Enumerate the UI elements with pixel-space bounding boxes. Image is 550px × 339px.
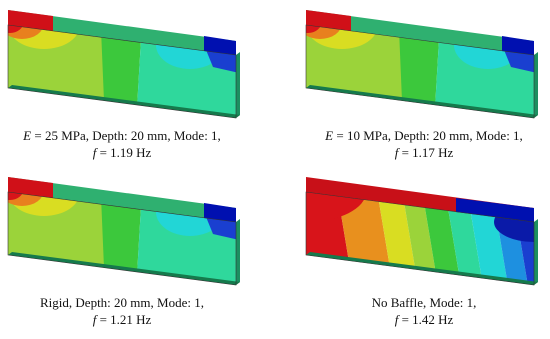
top-face bbox=[306, 10, 351, 31]
caption-text: = 25 MPa, Depth: 20 mm, Mode: 1, bbox=[31, 128, 221, 143]
caption-text: f bbox=[93, 312, 99, 327]
band bbox=[100, 192, 143, 285]
caption-text: E bbox=[324, 128, 333, 143]
top-face bbox=[502, 36, 534, 55]
mode-shape bbox=[305, 177, 538, 286]
top-face bbox=[8, 10, 236, 55]
top-face bbox=[204, 36, 236, 55]
caption-text: E bbox=[22, 128, 31, 143]
caption-text: Rigid, Depth: 20 mm, Mode: 1, bbox=[40, 295, 204, 310]
top-face bbox=[204, 203, 236, 222]
caption-line: No Baffle, Mode: 1, bbox=[372, 295, 477, 310]
bottom-edge bbox=[306, 252, 538, 285]
contour bbox=[306, 25, 534, 118]
caption-text: = 1.17 Hz bbox=[398, 145, 453, 160]
caption-text: = 1.19 Hz bbox=[96, 145, 151, 160]
caption-text: f bbox=[395, 312, 401, 327]
top-face bbox=[8, 10, 53, 31]
bottom-edge bbox=[306, 85, 538, 118]
caption-line: f = 1.17 Hz bbox=[395, 145, 454, 160]
caption-line: f = 1.42 Hz bbox=[395, 312, 454, 327]
top-face bbox=[8, 177, 53, 198]
caption-text: f bbox=[93, 145, 99, 160]
bottom-edge bbox=[8, 85, 240, 118]
top-face bbox=[8, 177, 236, 222]
caption-text: = 10 MPa, Depth: 20 mm, Mode: 1, bbox=[333, 128, 523, 143]
caption-line: f = 1.19 Hz bbox=[93, 145, 152, 160]
caption-line: E = 25 MPa, Depth: 20 mm, Mode: 1, bbox=[22, 128, 221, 143]
band bbox=[306, 25, 322, 33]
caption-text: f bbox=[395, 145, 401, 160]
band bbox=[398, 25, 441, 118]
contour bbox=[306, 192, 534, 285]
top-face bbox=[456, 198, 534, 222]
top-face bbox=[306, 10, 534, 55]
side-face bbox=[534, 219, 538, 285]
caption-line: f = 1.21 Hz bbox=[93, 312, 152, 327]
caption-line: E = 10 MPa, Depth: 20 mm, Mode: 1, bbox=[324, 128, 523, 143]
mode-shape bbox=[7, 10, 240, 119]
mode-shape bbox=[305, 10, 538, 119]
caption-text: = 1.42 Hz bbox=[398, 312, 453, 327]
outline bbox=[305, 24, 535, 119]
outline bbox=[7, 24, 237, 119]
caption-text: = 1.21 Hz bbox=[96, 312, 151, 327]
caption-text: No Baffle, Mode: 1, bbox=[372, 295, 477, 310]
side-face bbox=[236, 219, 240, 285]
band bbox=[306, 192, 366, 222]
side-face bbox=[236, 52, 240, 118]
band bbox=[8, 25, 24, 33]
mode-shape bbox=[7, 177, 240, 286]
band bbox=[8, 192, 24, 200]
bottom-edge bbox=[8, 252, 240, 285]
outline bbox=[305, 191, 535, 286]
caption-line: Rigid, Depth: 20 mm, Mode: 1, bbox=[40, 295, 204, 310]
side-face bbox=[534, 52, 538, 118]
band bbox=[100, 25, 143, 118]
outline bbox=[7, 191, 237, 286]
